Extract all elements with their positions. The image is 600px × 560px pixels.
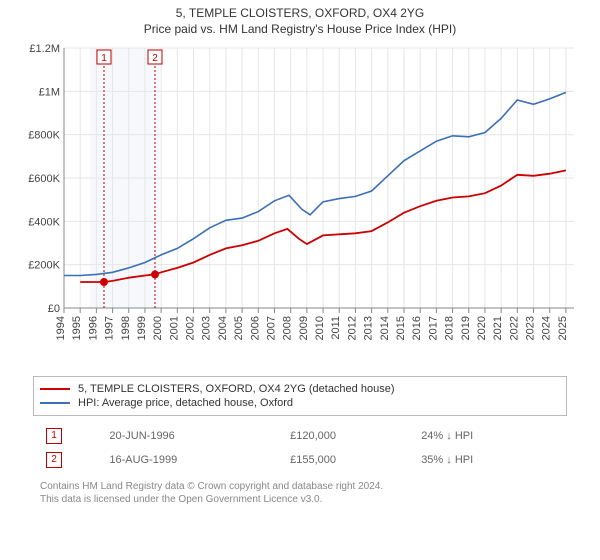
svg-text:2014: 2014 <box>379 316 391 340</box>
svg-text:2008: 2008 <box>282 316 294 340</box>
svg-text:2004: 2004 <box>217 316 229 340</box>
table-row: 2 16-AUG-1999 £155,000 35% ↓ HPI <box>40 448 560 472</box>
svg-text:£800K: £800K <box>28 130 60 142</box>
svg-text:£200K: £200K <box>28 260 60 272</box>
svg-text:2017: 2017 <box>427 316 439 340</box>
svg-text:1999: 1999 <box>136 316 148 340</box>
svg-text:2018: 2018 <box>444 316 456 340</box>
legend-swatch <box>40 388 70 390</box>
transaction-price: £155,000 <box>284 448 415 472</box>
svg-text:£1.2M: £1.2M <box>29 43 60 55</box>
svg-text:2007: 2007 <box>265 316 277 340</box>
chart-title-line2: Price paid vs. HM Land Registry's House … <box>0 22 600 36</box>
legend-item-price-paid: 5, TEMPLE CLOISTERS, OXFORD, OX4 2YG (de… <box>40 383 560 395</box>
svg-text:2003: 2003 <box>201 316 213 340</box>
svg-text:2016: 2016 <box>411 316 423 340</box>
legend: 5, TEMPLE CLOISTERS, OXFORD, OX4 2YG (de… <box>33 376 567 416</box>
legend-label: 5, TEMPLE CLOISTERS, OXFORD, OX4 2YG (de… <box>78 383 394 395</box>
svg-text:2025: 2025 <box>557 316 569 340</box>
price-chart: £0 £200K £400K £600K £800K £1M £1.2M 1994 1995 19… <box>20 42 580 372</box>
svg-text:2019: 2019 <box>460 316 472 340</box>
transaction-date: 16-AUG-1999 <box>103 448 284 472</box>
svg-text:2011: 2011 <box>330 316 342 340</box>
transactions-table: 1 20-JUN-1996 £120,000 24% ↓ HPI 2 16-AU… <box>40 424 560 472</box>
svg-text:1995: 1995 <box>71 316 83 340</box>
legend-swatch <box>40 402 70 404</box>
transaction-date: 20-JUN-1996 <box>103 424 284 448</box>
svg-text:2024: 2024 <box>541 316 553 340</box>
transaction-price: £120,000 <box>284 424 415 448</box>
svg-text:£400K: £400K <box>28 216 60 228</box>
table-row: 1 20-JUN-1996 £120,000 24% ↓ HPI <box>40 424 560 448</box>
svg-text:2000: 2000 <box>152 316 164 340</box>
svg-text:1998: 1998 <box>120 316 132 340</box>
transaction-delta: 24% ↓ HPI <box>415 424 560 448</box>
svg-text:2012: 2012 <box>346 316 358 340</box>
svg-text:2005: 2005 <box>233 316 245 340</box>
transaction-badge: 2 <box>46 452 62 468</box>
svg-text:2022: 2022 <box>508 316 520 340</box>
transaction-delta: 35% ↓ HPI <box>415 448 560 472</box>
svg-text:2023: 2023 <box>525 316 537 340</box>
svg-text:£600K: £600K <box>28 173 60 185</box>
chart-container: £0 £200K £400K £600K £800K £1M £1.2M 1994 1995 19… <box>20 42 580 372</box>
svg-text:2: 2 <box>152 53 158 64</box>
transaction-badge: 1 <box>46 428 62 444</box>
svg-text:2010: 2010 <box>314 316 326 340</box>
svg-text:2020: 2020 <box>476 316 488 340</box>
svg-text:2015: 2015 <box>395 316 407 340</box>
svg-text:2001: 2001 <box>168 316 180 340</box>
svg-text:2013: 2013 <box>363 316 375 340</box>
svg-text:2006: 2006 <box>249 316 261 340</box>
svg-text:£0: £0 <box>48 303 60 315</box>
legend-label: HPI: Average price, detached house, Oxfo… <box>78 397 293 409</box>
svg-text:1994: 1994 <box>55 316 67 340</box>
svg-text:1996: 1996 <box>87 316 99 340</box>
svg-text:£1M: £1M <box>39 86 60 98</box>
footer: Contains HM Land Registry data © Crown c… <box>40 480 560 506</box>
footer-line1: Contains HM Land Registry data © Crown c… <box>40 480 560 493</box>
svg-text:1: 1 <box>101 53 107 64</box>
chart-title-line1: 5, TEMPLE CLOISTERS, OXFORD, OX4 2YG <box>0 6 600 20</box>
footer-line2: This data is licensed under the Open Gov… <box>40 493 560 506</box>
legend-item-hpi: HPI: Average price, detached house, Oxfo… <box>40 397 560 409</box>
svg-text:2002: 2002 <box>185 316 197 340</box>
svg-text:2021: 2021 <box>492 316 504 340</box>
svg-text:2009: 2009 <box>298 316 310 340</box>
svg-text:1997: 1997 <box>104 316 116 340</box>
